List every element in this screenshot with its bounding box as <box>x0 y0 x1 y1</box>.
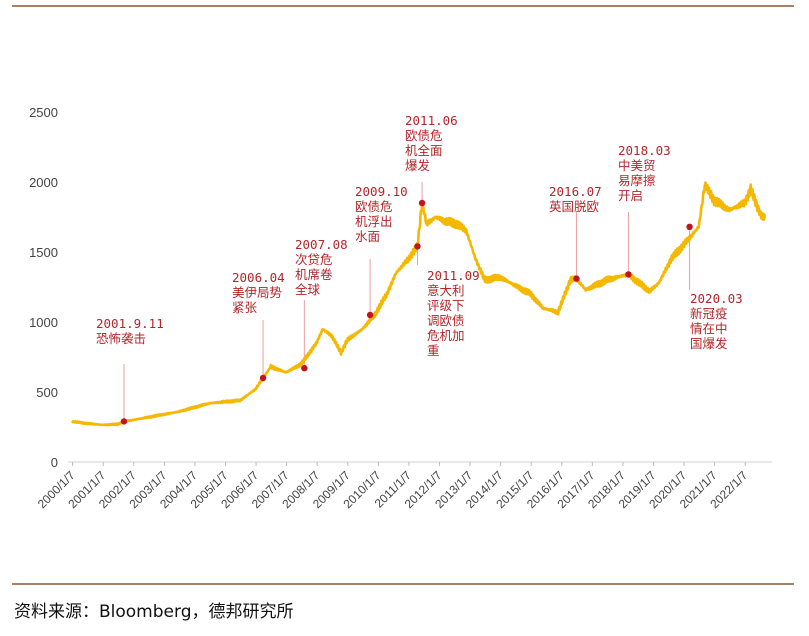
annotation-line: 次贷危 <box>295 252 333 267</box>
annotation-line: 2018.03 <box>618 143 671 158</box>
annotation-line: 情在中 <box>690 321 728 336</box>
annotation-line: 评级下 <box>427 298 465 313</box>
annotation-line: 英国脱欧 <box>549 199 600 214</box>
annotation-label: 2020.03 新冠疫情在中国爆发 <box>690 291 743 351</box>
event-marker <box>418 199 426 207</box>
y-axis: 0 500 1000 1500 2000 2500 <box>29 105 58 470</box>
series-line <box>71 181 766 427</box>
annotation-line: 2007.08 <box>295 237 348 252</box>
annotation-leaders <box>123 182 691 422</box>
y-tick-label: 1000 <box>29 315 58 330</box>
annotation-line: 易摩擦 <box>618 173 656 188</box>
annotation-line: 欧债危 <box>405 128 443 143</box>
bottom-rule <box>12 583 794 585</box>
annotation-line: 2006.04 <box>232 270 285 285</box>
annotation-line: 全球 <box>295 282 321 297</box>
annotation-line: 2001.9.11 <box>96 316 164 331</box>
annotation-line: 危机加 <box>427 328 465 343</box>
annotation-line: 恐怖袭击 <box>96 331 146 346</box>
annotation-label: 2001.9.11 恐怖袭击 <box>96 316 164 346</box>
annotation-line: 2020.03 <box>690 291 743 306</box>
gold-price-chart: 0 500 1000 1500 2000 2500 2000/1/72001/1/7200… <box>29 105 772 511</box>
annotation-line: 2016.07 <box>549 184 602 199</box>
x-axis: 2000/1/72001/1/72002/1/72003/1/72004/1/7… <box>35 462 751 511</box>
annotation-line: 紧张 <box>232 300 258 315</box>
annotation-line: 水面 <box>355 229 380 244</box>
y-tick-label: 500 <box>36 385 58 400</box>
annotation-label: 2009.10 欧债危机浮出水面 <box>355 184 408 244</box>
annotation-label: 2011.06 欧债危机全面爆发 <box>405 113 458 173</box>
y-tick-label: 1500 <box>29 245 58 260</box>
source-note: 资料来源：Bloomberg，德邦研究所 <box>14 602 294 622</box>
event-marker <box>366 311 374 319</box>
annotation-label: 2011.09 意大利评级下调欧债危机加重 <box>427 268 480 358</box>
y-tick-label: 2000 <box>29 175 58 190</box>
annotation-line: 调欧债 <box>427 313 465 328</box>
annotation-line: 2009.10 <box>355 184 408 199</box>
event-marker <box>625 271 632 278</box>
annotation-line: 国爆发 <box>690 336 728 351</box>
y-tick-label: 2500 <box>29 105 58 120</box>
annotation-label: 2016.07 英国脱欧 <box>549 184 602 214</box>
event-marker <box>120 418 128 425</box>
annotation-line: 开启 <box>618 188 643 203</box>
annotation-line: 新冠疫 <box>690 306 728 321</box>
annotation-label: 2018.03 中美贸易摩擦开启 <box>618 143 671 203</box>
event-marker <box>301 365 308 372</box>
annotation-line: 重 <box>427 343 440 358</box>
event-markers <box>120 199 693 425</box>
top-rule <box>12 5 794 7</box>
annotation-line: 爆发 <box>405 158 431 173</box>
annotation-line: 2011.09 <box>427 268 480 283</box>
annotation-line: 中美贸 <box>618 158 656 173</box>
annotation-line: 2011.06 <box>405 113 458 128</box>
annotation-line: 机全面 <box>405 143 443 158</box>
event-marker <box>414 243 421 250</box>
annotation-line: 美伊局势 <box>232 285 283 300</box>
annotation-label: 2006.04 美伊局势紧张 <box>232 270 285 315</box>
event-marker <box>573 275 580 282</box>
annotation-line: 意大利 <box>427 283 465 298</box>
annotation-line: 机席卷 <box>295 267 333 282</box>
annotation-line: 欧债危 <box>355 199 393 214</box>
annotation-line: 机浮出 <box>355 214 393 229</box>
annotation-label: 2007.08 次贷危机席卷全球 <box>295 237 348 297</box>
event-marker <box>686 223 693 230</box>
y-tick-label: 0 <box>51 455 58 470</box>
event-marker <box>259 374 267 382</box>
